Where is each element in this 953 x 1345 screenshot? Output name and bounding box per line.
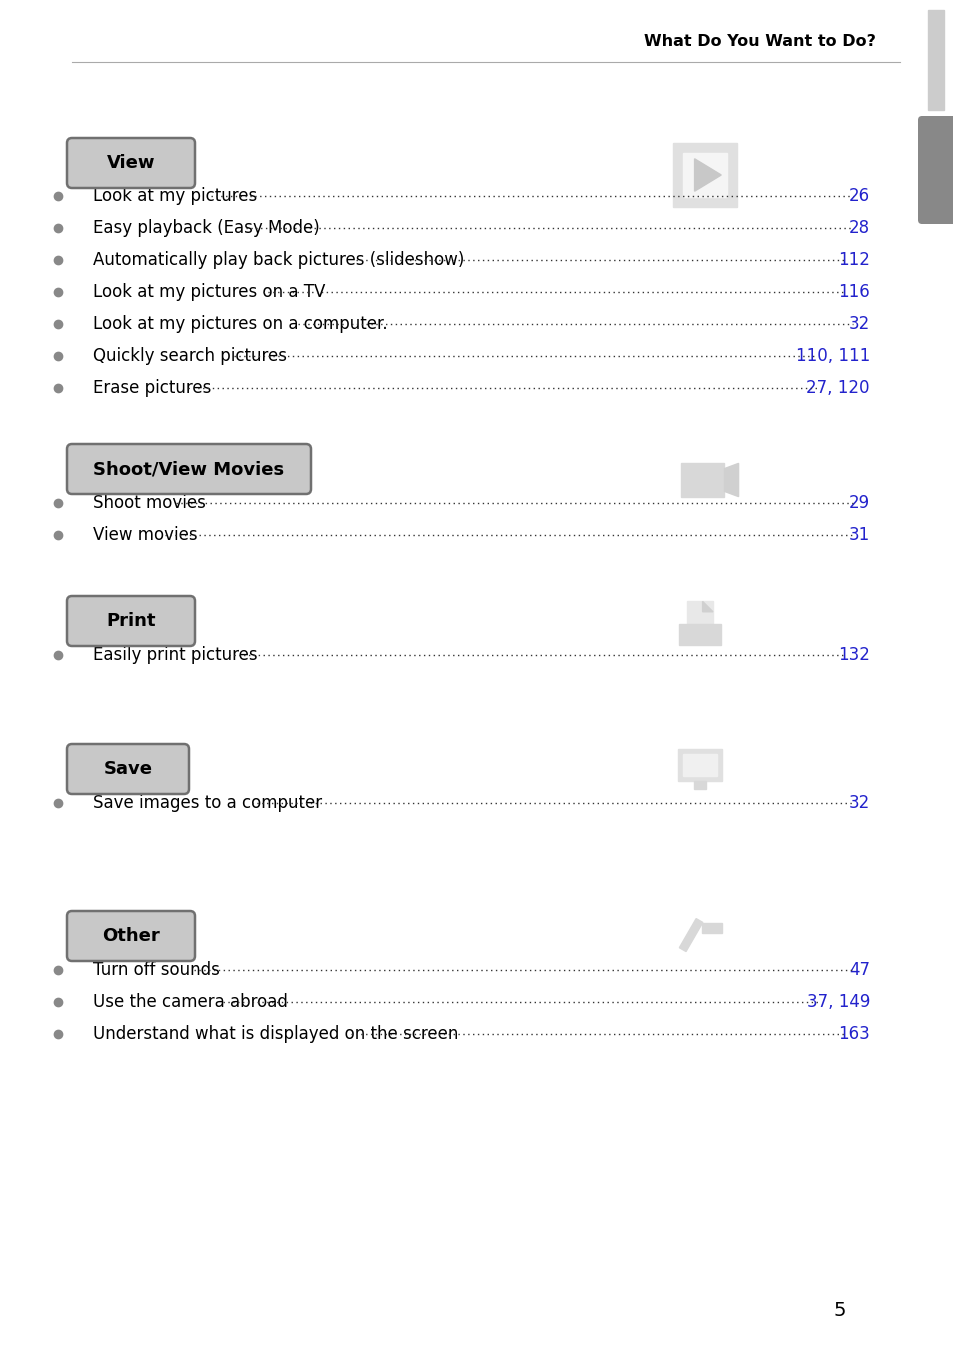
Text: Use the camera abroad: Use the camera abroad bbox=[92, 993, 288, 1011]
Text: Other: Other bbox=[102, 927, 160, 946]
Text: View movies: View movies bbox=[92, 526, 197, 543]
Text: 32: 32 bbox=[848, 315, 869, 334]
Bar bbox=[682, 153, 726, 196]
Bar bbox=[679, 919, 702, 951]
Bar bbox=[679, 624, 720, 644]
Text: 163: 163 bbox=[838, 1025, 869, 1042]
Text: Shoot movies: Shoot movies bbox=[92, 494, 211, 512]
Text: 116: 116 bbox=[838, 282, 869, 301]
Bar bbox=[678, 749, 721, 780]
Text: Look at my pictures: Look at my pictures bbox=[92, 187, 257, 204]
Bar bbox=[701, 924, 720, 933]
Text: 29: 29 bbox=[848, 494, 869, 512]
FancyBboxPatch shape bbox=[67, 596, 194, 646]
Text: Shoot/View Movies: Shoot/View Movies bbox=[93, 460, 284, 477]
Text: 31: 31 bbox=[848, 526, 869, 543]
Text: View: View bbox=[107, 153, 155, 172]
Text: Erase pictures: Erase pictures bbox=[92, 379, 216, 397]
Text: Quickly search pictures: Quickly search pictures bbox=[92, 347, 287, 364]
Bar bbox=[682, 755, 716, 776]
FancyBboxPatch shape bbox=[917, 116, 953, 225]
Text: Print: Print bbox=[106, 612, 155, 629]
Text: Easily print pictures: Easily print pictures bbox=[92, 646, 263, 664]
Text: Look at my pictures on a TV: Look at my pictures on a TV bbox=[92, 282, 331, 301]
Text: Save: Save bbox=[103, 760, 152, 777]
Text: 5: 5 bbox=[833, 1301, 845, 1319]
Polygon shape bbox=[701, 601, 712, 612]
FancyBboxPatch shape bbox=[67, 911, 194, 960]
Text: 32: 32 bbox=[848, 794, 869, 812]
Text: Easy playback (Easy Mode): Easy playback (Easy Mode) bbox=[92, 219, 319, 237]
Text: 26: 26 bbox=[848, 187, 869, 204]
Bar bbox=[686, 601, 712, 635]
Polygon shape bbox=[723, 464, 738, 496]
Text: 28: 28 bbox=[848, 219, 869, 237]
FancyBboxPatch shape bbox=[67, 444, 311, 494]
FancyBboxPatch shape bbox=[67, 139, 194, 188]
Bar bbox=[693, 781, 705, 790]
Bar bbox=[680, 464, 723, 496]
Text: 37, 149: 37, 149 bbox=[806, 993, 869, 1011]
FancyBboxPatch shape bbox=[67, 744, 189, 794]
Text: Save images to a computer: Save images to a computer bbox=[92, 794, 327, 812]
Text: What Do You Want to Do?: What Do You Want to Do? bbox=[643, 35, 875, 50]
Text: 27, 120: 27, 120 bbox=[805, 379, 869, 397]
Bar bbox=[673, 143, 736, 207]
Text: Turn off sounds: Turn off sounds bbox=[92, 960, 225, 979]
Polygon shape bbox=[694, 159, 720, 191]
Text: 112: 112 bbox=[838, 252, 869, 269]
Text: 110, 111: 110, 111 bbox=[795, 347, 869, 364]
Bar bbox=[927, 9, 943, 110]
Text: 132: 132 bbox=[838, 646, 869, 664]
Text: Automatically play back pictures (slideshow): Automatically play back pictures (slides… bbox=[92, 252, 464, 269]
Text: Look at my pictures on a computer.: Look at my pictures on a computer. bbox=[92, 315, 387, 334]
Text: 47: 47 bbox=[848, 960, 869, 979]
Text: Understand what is displayed on the screen: Understand what is displayed on the scre… bbox=[92, 1025, 463, 1042]
